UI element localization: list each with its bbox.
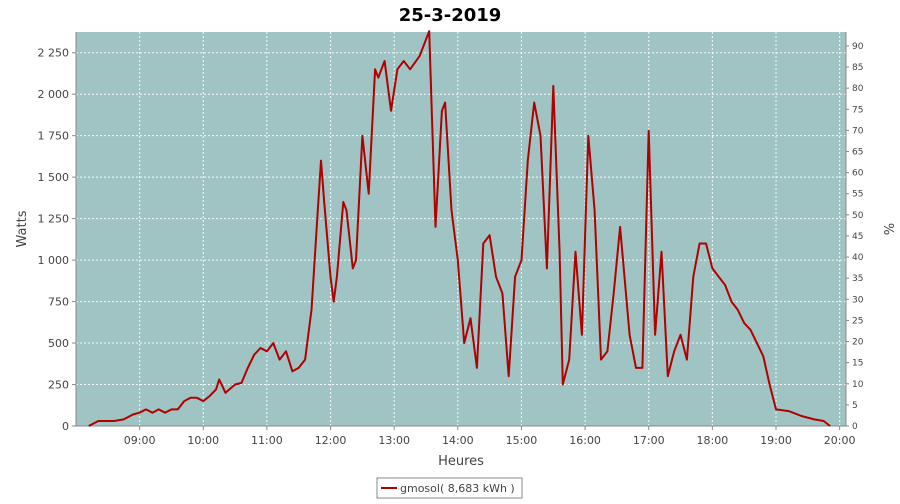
- y-tick-label: 2 250: [38, 47, 70, 60]
- x-tick-label: 19:00: [760, 434, 792, 447]
- y2-tick-label: 35: [852, 274, 863, 284]
- y2-tick-label: 5: [852, 401, 858, 411]
- x-tick-label: 20:00: [824, 434, 856, 447]
- y-tick-label: 500: [48, 337, 69, 350]
- x-tick-label: 09:00: [124, 434, 156, 447]
- y2-tick-label: 10: [852, 380, 864, 390]
- y-tick-label: 1 250: [38, 213, 70, 226]
- y-tick-label: 750: [48, 296, 69, 309]
- y2-tick-label: 0: [852, 422, 858, 432]
- y-axis-label: Watts: [15, 210, 30, 247]
- y2-tick-label: 15: [852, 359, 863, 369]
- y-tick-label: 2 000: [38, 88, 70, 101]
- y-tick-label: 1 750: [38, 130, 70, 143]
- y2-tick-label: 40: [852, 253, 864, 263]
- legend-box: [376, 477, 523, 499]
- y-tick-label: 0: [62, 420, 69, 433]
- y2-tick-label: 25: [852, 316, 863, 326]
- x-tick-label: 18:00: [697, 434, 729, 447]
- y2-tick-label: 70: [852, 126, 864, 136]
- series-layer: [88, 30, 831, 427]
- y-tick-label: 1 500: [38, 171, 70, 184]
- y-tick-label: 250: [48, 379, 69, 392]
- y2-tick-label: 60: [852, 169, 864, 179]
- x-tick-label: 11:00: [251, 434, 283, 447]
- x-tick-label: 17:00: [633, 434, 665, 447]
- x-tick-label: 16:00: [569, 434, 601, 447]
- x-tick-label: 14:00: [442, 434, 474, 447]
- y2-tick-label: 30: [852, 295, 864, 305]
- y2-tick-label: 55: [852, 190, 863, 200]
- axes: 09:00 10:00 11:00 12:00 13:00 14:00 15:00 16:00…: [38, 32, 864, 447]
- y2-tick-label: 45: [852, 232, 863, 242]
- y2-tick-label: 90: [852, 42, 864, 52]
- y2-tick-label: 65: [852, 148, 863, 158]
- series-line: [88, 30, 831, 427]
- y2-tick-label: 50: [852, 211, 864, 221]
- chart-title: 25-3-2019: [399, 5, 502, 26]
- y2-tick-label: 75: [852, 105, 863, 115]
- legend: gmosol( 8,683 kWh ): [376, 477, 523, 499]
- x-tick-label: 15:00: [506, 434, 538, 447]
- plot-area: [76, 32, 846, 426]
- y-tick-label: 1 000: [38, 254, 70, 267]
- legend-label: gmosol( 8,683 kWh ): [400, 482, 515, 495]
- y2-axis-label: %: [880, 223, 895, 235]
- y2-tick-label: 80: [852, 84, 864, 94]
- y2-tick-label: 85: [852, 63, 863, 73]
- y2-tick-label: 20: [852, 338, 864, 348]
- x-tick-label: 13:00: [378, 434, 410, 447]
- x-tick-label: 10:00: [187, 434, 219, 447]
- x-axis-label: Heures: [438, 454, 484, 469]
- x-tick-label: 12:00: [315, 434, 347, 447]
